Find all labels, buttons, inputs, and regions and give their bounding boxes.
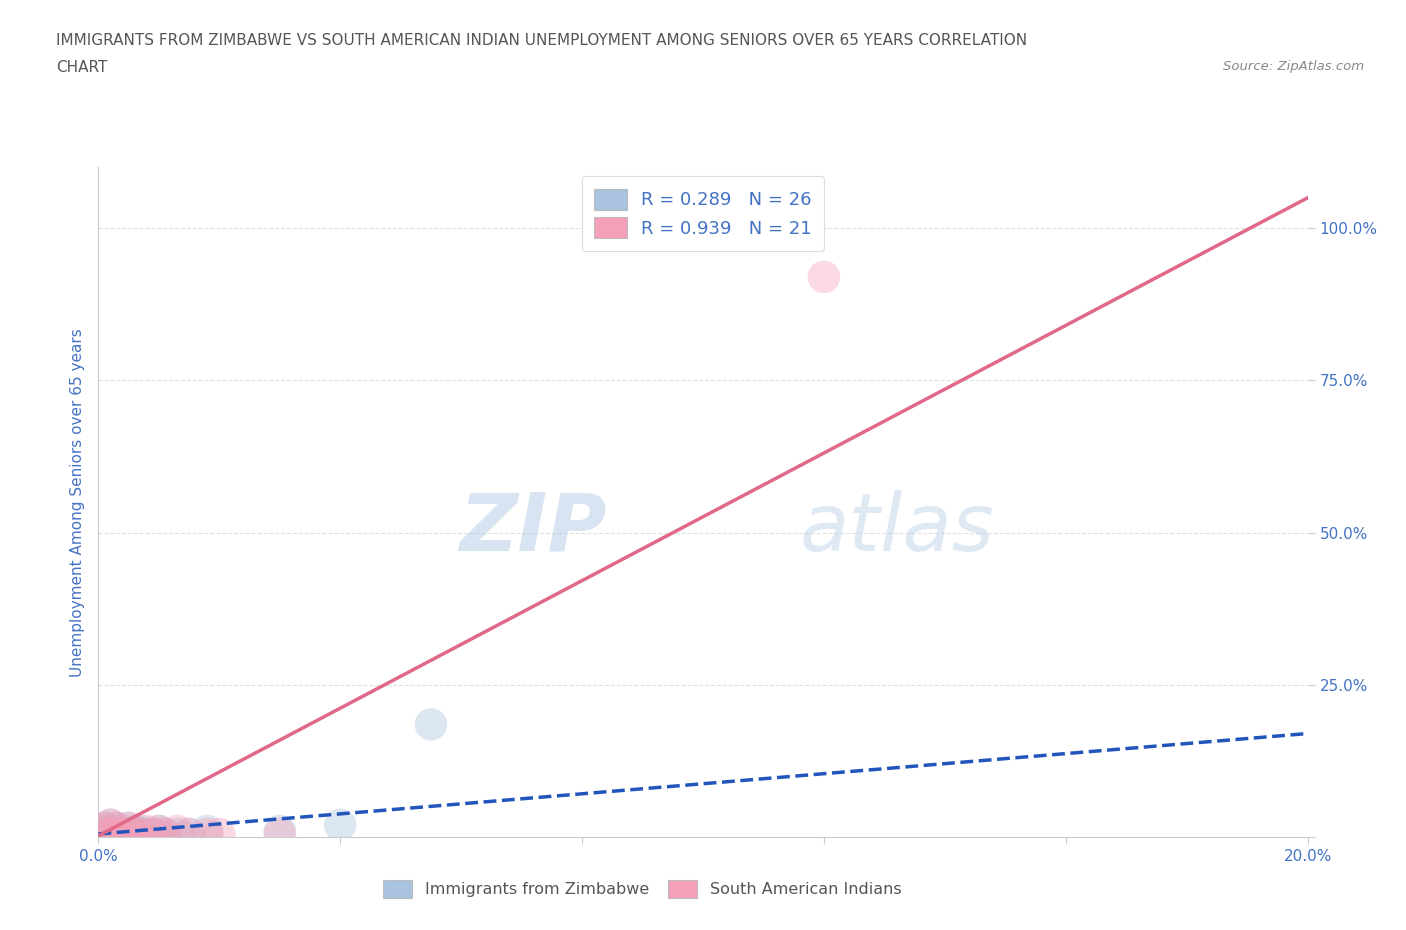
Point <box>93 820 115 835</box>
Point <box>105 820 128 835</box>
Point <box>142 827 165 842</box>
Point <box>329 817 352 832</box>
Point <box>813 270 835 285</box>
Point <box>124 827 146 842</box>
Point <box>105 827 128 842</box>
Point <box>100 817 122 832</box>
Point <box>269 827 291 842</box>
Point <box>148 823 170 838</box>
Point <box>129 827 152 842</box>
Point <box>93 820 115 835</box>
Point <box>419 717 441 732</box>
Point <box>100 817 122 832</box>
Point <box>269 823 291 838</box>
Legend: Immigrants from Zimbabwe, South American Indians: Immigrants from Zimbabwe, South American… <box>373 869 912 910</box>
Point <box>100 823 122 838</box>
Point <box>148 823 170 838</box>
Point <box>93 827 115 842</box>
Point <box>118 827 141 842</box>
Point <box>195 823 218 838</box>
Text: IMMIGRANTS FROM ZIMBABWE VS SOUTH AMERICAN INDIAN UNEMPLOYMENT AMONG SENIORS OVE: IMMIGRANTS FROM ZIMBABWE VS SOUTH AMERIC… <box>56 33 1028 47</box>
Point <box>177 827 201 842</box>
Point <box>135 823 157 838</box>
Point <box>177 827 201 842</box>
Point <box>153 827 176 842</box>
Point <box>111 827 134 842</box>
Text: atlas: atlas <box>800 490 994 568</box>
Text: Source: ZipAtlas.com: Source: ZipAtlas.com <box>1223 60 1364 73</box>
Point <box>129 823 152 838</box>
Point <box>118 820 141 835</box>
Point <box>124 827 146 842</box>
Point <box>93 827 115 842</box>
Point <box>105 827 128 842</box>
Point <box>111 823 134 838</box>
Text: CHART: CHART <box>56 60 108 75</box>
Y-axis label: Unemployment Among Seniors over 65 years: Unemployment Among Seniors over 65 years <box>69 328 84 677</box>
Point <box>118 820 141 835</box>
Text: ZIP: ZIP <box>458 490 606 568</box>
Point <box>166 823 188 838</box>
Point <box>105 820 128 835</box>
Point <box>142 827 165 842</box>
Point <box>135 827 157 842</box>
Point <box>93 823 115 838</box>
Point <box>129 827 152 842</box>
Point <box>118 827 141 842</box>
Point <box>111 827 134 842</box>
Point <box>166 827 188 842</box>
Point <box>208 827 231 842</box>
Point <box>100 827 122 842</box>
Point <box>124 823 146 838</box>
Point <box>195 827 218 842</box>
Point <box>100 827 122 842</box>
Point <box>153 827 176 842</box>
